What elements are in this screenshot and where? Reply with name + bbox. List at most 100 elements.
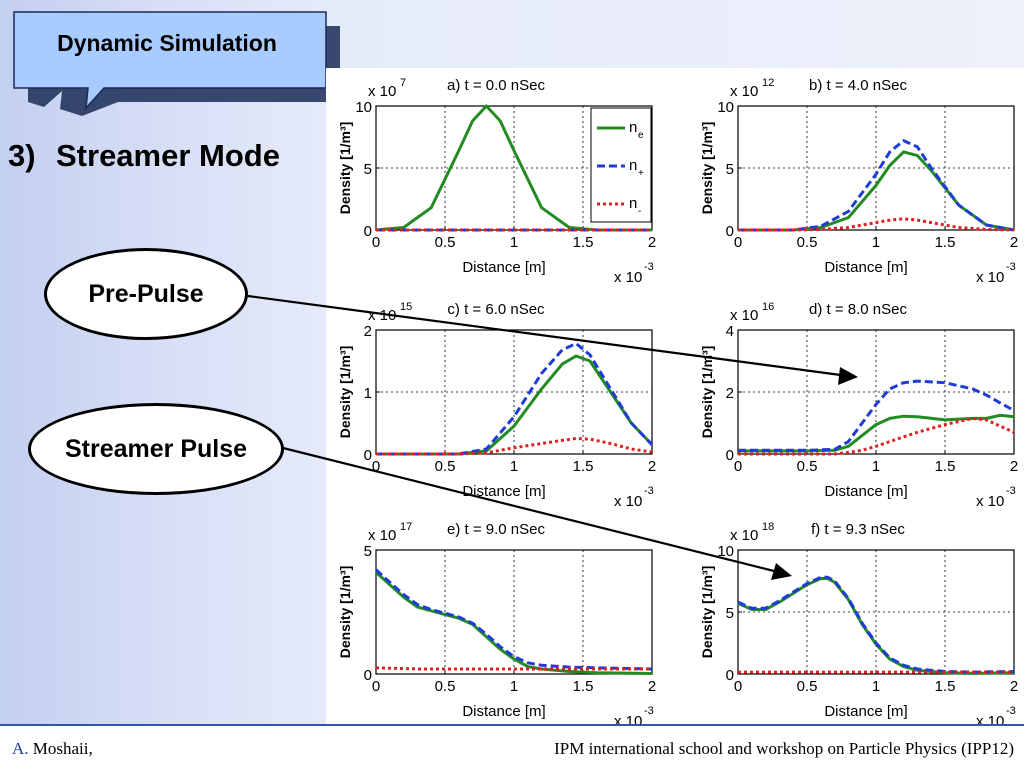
x-multiplier-label: x 10 bbox=[614, 713, 642, 724]
x-tick-label: 0 bbox=[734, 458, 742, 475]
x-tick-label: 2 bbox=[648, 234, 656, 251]
y-multiplier-label: x 10 bbox=[730, 83, 758, 100]
x-tick-label: 0.5 bbox=[435, 678, 456, 695]
y-exponent-label: 18 bbox=[762, 521, 774, 533]
y-axis-label: Density [1/m³] bbox=[699, 122, 715, 215]
series-line-nplus bbox=[374, 568, 653, 671]
chart-title: a) t = 0.0 nSec bbox=[447, 77, 545, 94]
chart-title: c) t = 6.0 nSec bbox=[447, 301, 545, 318]
x-tick-label: 0.5 bbox=[797, 234, 818, 251]
y-exponent-label: 16 bbox=[762, 301, 774, 313]
callout-title: Dynamic Simulation bbox=[57, 30, 277, 56]
x-exponent-label: -3 bbox=[1006, 705, 1016, 717]
y-tick-label: 0 bbox=[364, 667, 372, 684]
x-axis-label: Distance [m] bbox=[462, 259, 545, 276]
series-line-nplus bbox=[738, 379, 1015, 452]
x-tick-label: 0 bbox=[734, 678, 742, 695]
footer-author: A. Moshaii, bbox=[12, 739, 93, 759]
callout-bubble bbox=[13, 11, 340, 116]
y-tick-label: 0 bbox=[726, 223, 734, 240]
x-tick-label: 1 bbox=[872, 234, 880, 251]
series-line-nplus bbox=[738, 139, 1015, 232]
y-axis-label: Density [1/m³] bbox=[699, 346, 715, 439]
y-tick-label: 10 bbox=[717, 99, 734, 116]
pre-pulse-label: Pre-Pulse bbox=[44, 248, 248, 340]
series-line-ne bbox=[738, 150, 1015, 232]
x-axis-label: Distance [m] bbox=[462, 703, 545, 720]
y-axis-label: Density [1/m³] bbox=[337, 122, 353, 215]
x-tick-label: 0 bbox=[372, 458, 380, 475]
y-multiplier-label: x 10 bbox=[730, 307, 758, 324]
y-multiplier-label: x 10 bbox=[730, 527, 758, 544]
y-tick-label: 2 bbox=[364, 323, 372, 340]
series-line-nminus bbox=[738, 217, 1015, 232]
legend-label-subscript: e bbox=[638, 130, 644, 141]
x-tick-label: 1.5 bbox=[935, 458, 956, 475]
footer-author-name: Moshaii, bbox=[28, 739, 93, 758]
y-tick-label: 5 bbox=[726, 605, 734, 622]
x-multiplier-label: x 10 bbox=[976, 713, 1004, 724]
legend-label-subscript: + bbox=[638, 168, 644, 179]
y-tick-label: 5 bbox=[364, 543, 372, 560]
x-tick-label: 2 bbox=[648, 678, 656, 695]
x-multiplier-label: x 10 bbox=[614, 269, 642, 286]
series-line-nminus bbox=[375, 666, 652, 671]
chart-title: d) t = 8.0 nSec bbox=[809, 301, 907, 318]
y-tick-label: 4 bbox=[726, 323, 734, 340]
y-multiplier-label: x 10 bbox=[368, 83, 396, 100]
streamer-pulse-label: Streamer Pulse bbox=[28, 403, 284, 495]
x-tick-label: 2 bbox=[1010, 678, 1018, 695]
y-exponent-label: 7 bbox=[400, 77, 406, 89]
x-tick-label: 1.5 bbox=[935, 678, 956, 695]
y-tick-label: 0 bbox=[726, 447, 734, 464]
y-tick-label: 5 bbox=[726, 161, 734, 178]
x-exponent-label: -3 bbox=[1006, 261, 1016, 273]
y-exponent-label: 15 bbox=[400, 301, 412, 313]
x-multiplier-label: x 10 bbox=[976, 269, 1004, 286]
x-tick-label: 1.5 bbox=[573, 234, 594, 251]
chart-title: f) t = 9.3 nSec bbox=[811, 521, 905, 538]
x-exponent-label: -3 bbox=[644, 705, 654, 717]
y-tick-label: 0 bbox=[364, 447, 372, 464]
x-multiplier-label: x 10 bbox=[976, 493, 1004, 510]
y-axis-label: Density [1/m³] bbox=[337, 346, 353, 439]
x-axis-label: Distance [m] bbox=[824, 703, 907, 720]
x-tick-label: 2 bbox=[1010, 458, 1018, 475]
plots-panel: 0 0.5 1 1.5 2 0 5 10 a) t = 0.0 nSec x 10 7 Distanc… bbox=[326, 68, 1024, 724]
footer-event: IPM international school and workshop on… bbox=[554, 739, 1014, 758]
chart-panel-1: 0 0.5 1 1.5 2 0 5 10 a) t = 0.0 nSec x 10 7 Distanc… bbox=[337, 77, 656, 286]
x-tick-label: 1.5 bbox=[573, 678, 594, 695]
x-tick-label: 1 bbox=[510, 234, 518, 251]
footer-author-initial: A. bbox=[12, 739, 29, 758]
x-exponent-label: -3 bbox=[644, 261, 654, 273]
x-exponent-label: -3 bbox=[1006, 485, 1016, 497]
y-multiplier-label: x 10 bbox=[368, 307, 396, 324]
chart-panel-2: 0 0.5 1 1.5 2 0 5 10 b) t = 4.0 nSec x 10 12 Distan… bbox=[699, 77, 1018, 286]
x-tick-label: 1 bbox=[510, 458, 518, 475]
chart-panel-6: 0 0.5 1 1.5 2 0 5 10 f) t = 9.3 nSec x 10 18 Distan… bbox=[699, 521, 1018, 724]
x-tick-label: 0 bbox=[734, 234, 742, 251]
legend-label: n bbox=[629, 119, 637, 136]
chart-title: e) t = 9.0 nSec bbox=[447, 521, 545, 538]
y-tick-label: 0 bbox=[726, 667, 734, 684]
legend-label: n bbox=[629, 157, 637, 174]
x-axis-label: Distance [m] bbox=[824, 483, 907, 500]
legend-label-subscript: - bbox=[638, 206, 641, 217]
series-line-ne bbox=[374, 571, 653, 675]
y-tick-label: 0 bbox=[364, 223, 372, 240]
x-tick-label: 0.5 bbox=[435, 458, 456, 475]
section-title: Streamer Mode bbox=[56, 138, 280, 173]
x-axis-label: Distance [m] bbox=[824, 259, 907, 276]
x-tick-label: 0.5 bbox=[797, 678, 818, 695]
y-tick-label: 10 bbox=[717, 543, 734, 560]
section-heading: 3) Streamer Mode bbox=[8, 138, 280, 174]
x-tick-label: 2 bbox=[648, 458, 656, 475]
y-axis-label: Density [1/m³] bbox=[337, 566, 353, 659]
y-tick-label: 2 bbox=[726, 385, 734, 402]
x-exponent-label: -3 bbox=[644, 485, 654, 497]
x-tick-label: 0.5 bbox=[435, 234, 456, 251]
x-multiplier-label: x 10 bbox=[614, 493, 642, 510]
series-line-nminus bbox=[376, 437, 653, 456]
y-tick-label: 1 bbox=[364, 385, 372, 402]
x-tick-label: 0 bbox=[372, 234, 380, 251]
